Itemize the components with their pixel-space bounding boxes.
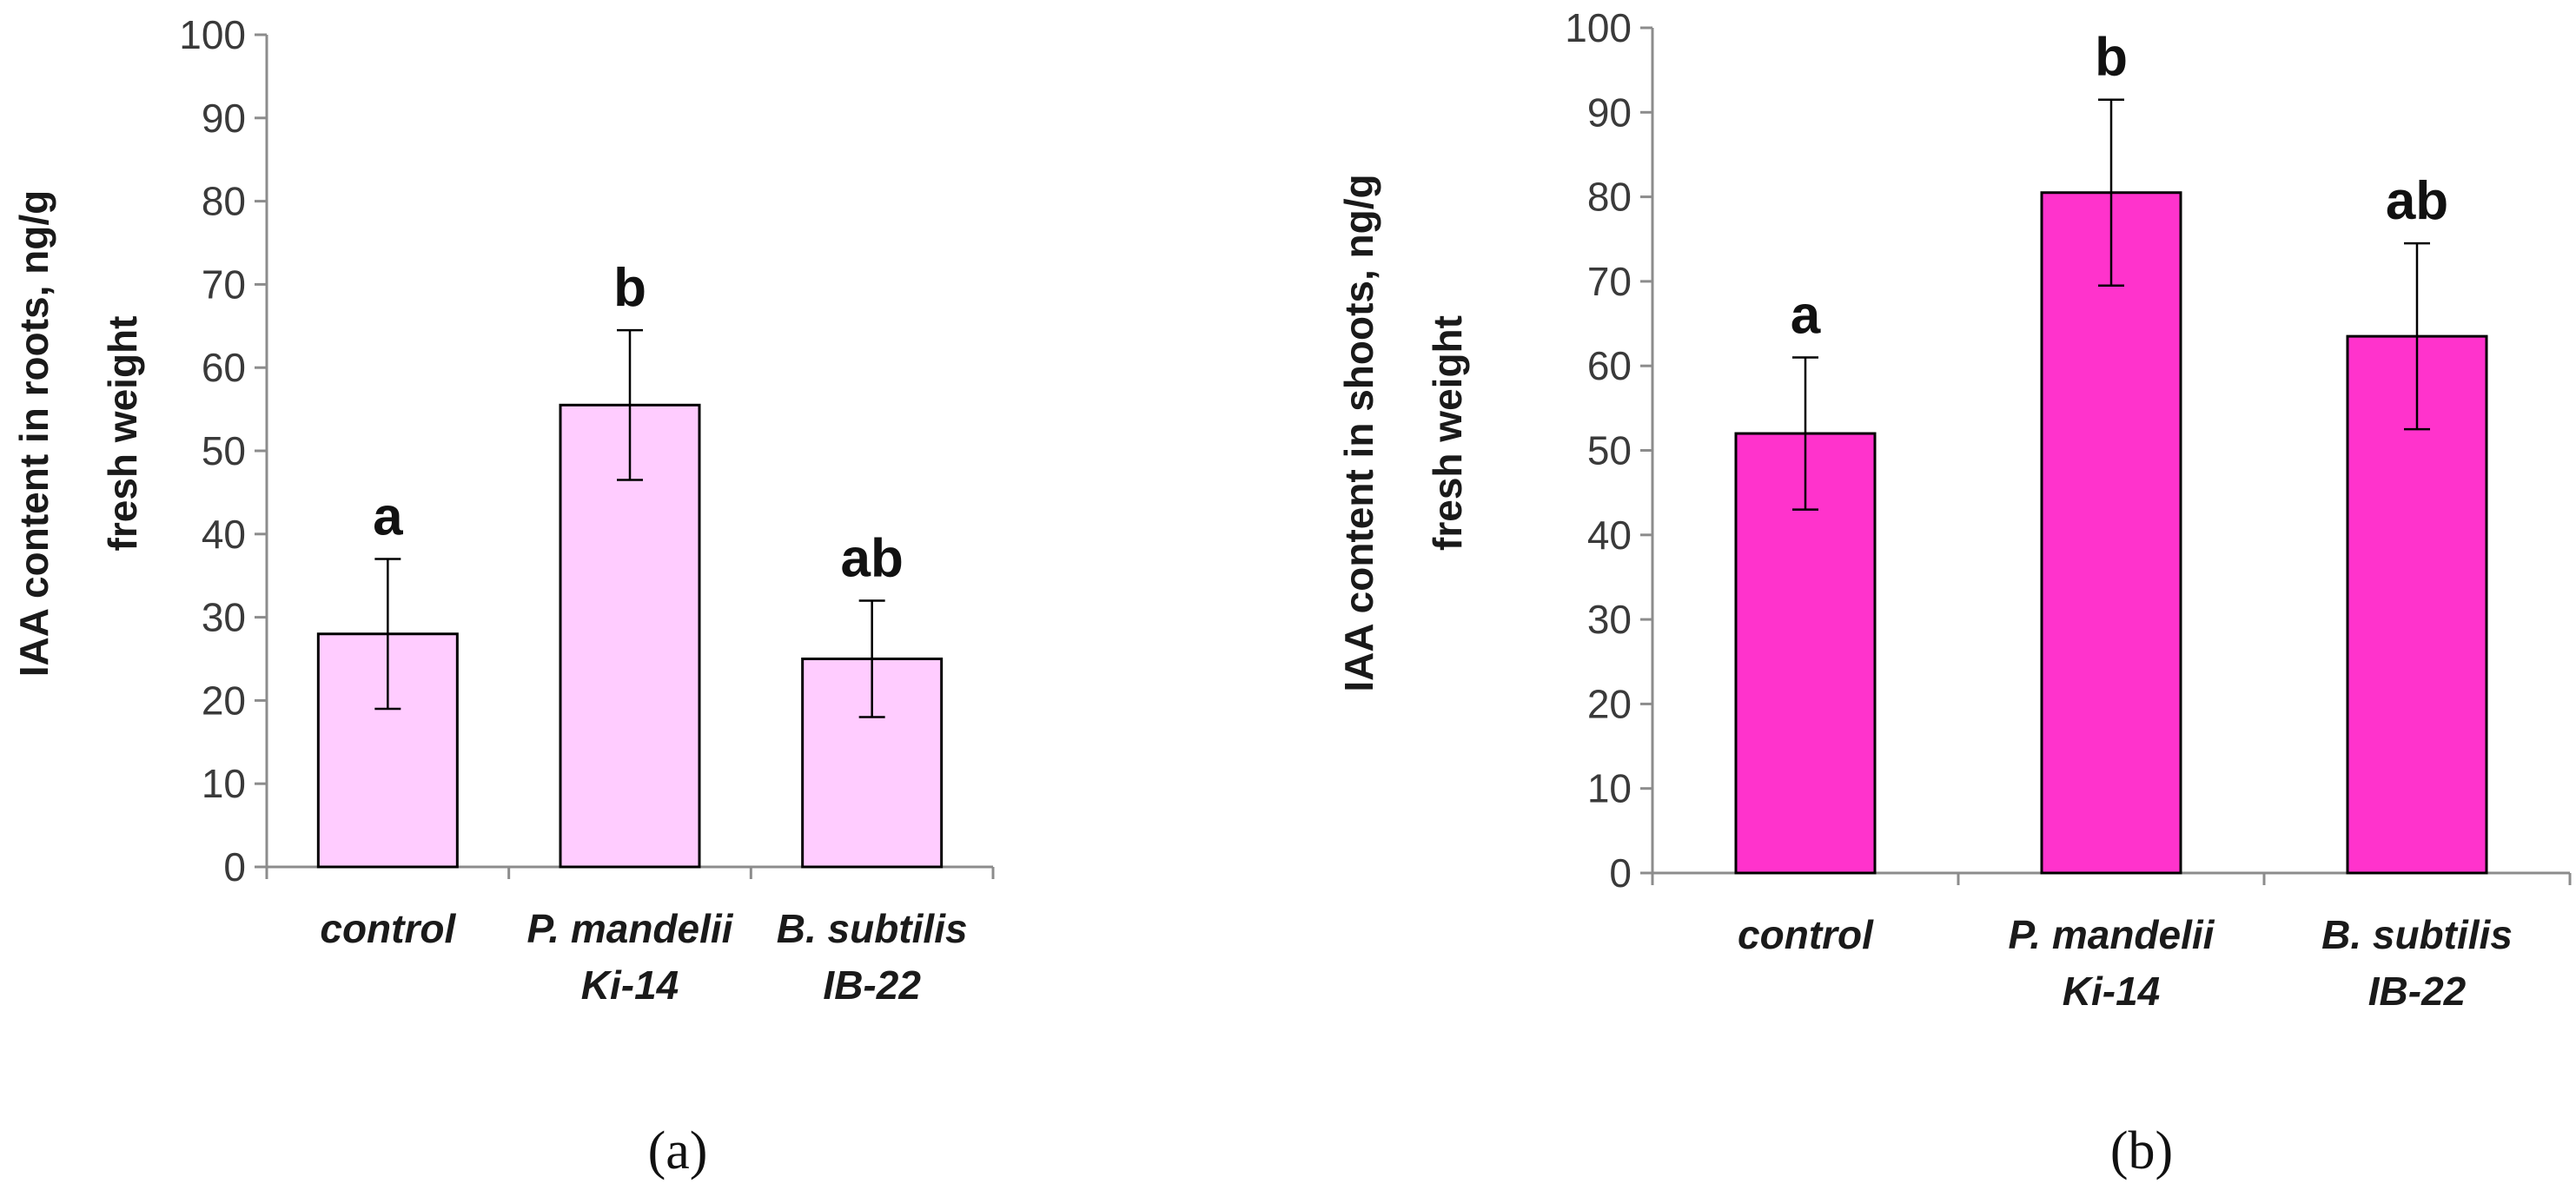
category-label: B. subtilis (777, 906, 968, 951)
significance-label: a (1791, 285, 1821, 345)
significance-label: a (373, 487, 403, 547)
category-label: IB-22 (823, 962, 921, 1008)
y-tick-label: 80 (1587, 175, 1632, 220)
category-label: control (1738, 912, 1874, 957)
y-axis-label: IAA content in shoots, ng/g (1336, 174, 1381, 691)
y-tick-label: 60 (202, 345, 246, 390)
y-tick-label: 90 (1587, 89, 1632, 135)
y-tick-label: 70 (202, 261, 246, 307)
y-tick-label: 70 (1587, 259, 1632, 304)
chart-a: 0 10 20 30 40 50 60 70 80 90 100 IAA content in roo… (11, 12, 995, 1180)
category-label: P. mandelii (527, 906, 734, 951)
y-tick-label: 60 (1587, 343, 1632, 388)
significance-label: b (2095, 28, 2128, 88)
significance-label: b (613, 258, 646, 318)
bar (2040, 191, 2182, 875)
y-tick-label: 50 (1587, 428, 1632, 473)
y-axis-label: fresh weight (100, 316, 145, 552)
y-tick-label: 30 (1587, 597, 1632, 642)
y-tick-label: 100 (1565, 5, 1632, 50)
y-tick-label: 90 (202, 96, 246, 141)
bar (559, 403, 701, 869)
chart-b: 0 10 20 30 40 50 60 70 80 90 100 IAA content in sho… (1336, 5, 2572, 1180)
y-tick-label: 20 (1587, 681, 1632, 726)
category-label: Ki-14 (581, 962, 679, 1008)
y-tick-label: 0 (223, 844, 246, 889)
y-axis-label: IAA content in roots, ng/g (11, 190, 56, 677)
y-axis-label: fresh weight (1425, 315, 1470, 551)
y-tick-label: 10 (202, 761, 246, 806)
y-tick-label: 100 (179, 12, 246, 57)
y-tick-label: 30 (202, 595, 246, 640)
y-tick-label: 10 (1587, 766, 1632, 811)
y-tick-label: 40 (202, 512, 246, 557)
panel-label: (b) (2110, 1121, 2173, 1180)
category-label: B. subtilis (2321, 912, 2513, 957)
category-label: P. mandelii (2009, 912, 2215, 957)
category-label: IB-22 (2368, 969, 2467, 1014)
panel-label: (a) (648, 1121, 708, 1180)
significance-label: ab (840, 528, 903, 588)
y-tick-label: 40 (1587, 513, 1632, 558)
category-label: Ki-14 (2063, 969, 2160, 1014)
y-tick-label: 80 (202, 179, 246, 224)
category-label: control (320, 906, 456, 951)
significance-label: ab (2386, 171, 2448, 231)
y-tick-label: 0 (1609, 850, 1632, 896)
y-tick-label: 20 (202, 678, 246, 723)
y-tick-label: 50 (202, 428, 246, 473)
